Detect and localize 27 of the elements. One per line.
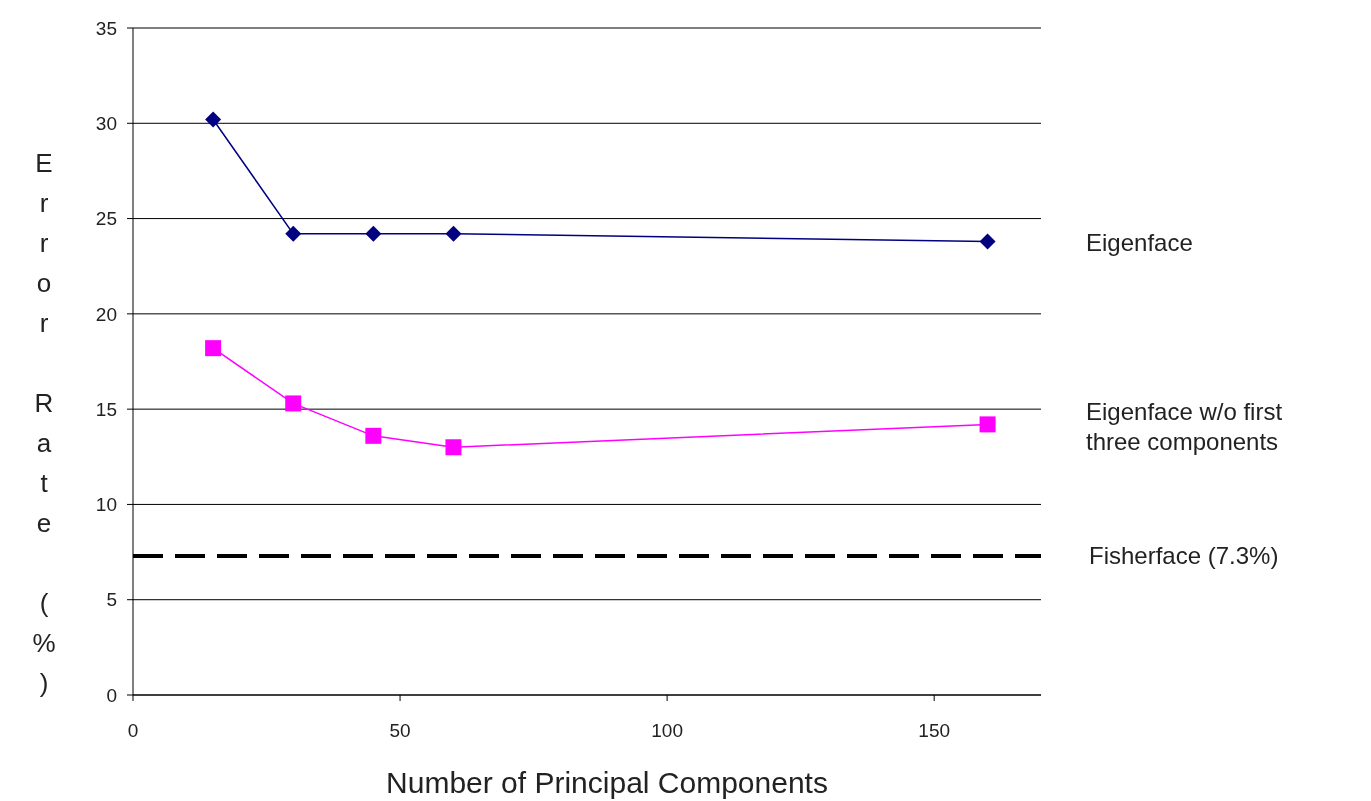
y-tick-label: 10 <box>95 494 117 516</box>
text: Eigenface w/o first three components <box>1086 398 1283 456</box>
text: Eigenface <box>1086 229 1193 257</box>
x-tick-label: 150 <box>918 720 951 741</box>
y-axis-title: Error Rate (%) <box>29 148 59 708</box>
point <box>979 233 996 250</box>
y-tick-label: 5 <box>106 589 117 611</box>
point <box>205 111 222 128</box>
x-axis-title: Number of Principal Components <box>386 766 828 799</box>
ref-line-label: Fisherface (7.3%) <box>1089 542 1279 570</box>
x-tick-label: 50 <box>389 720 411 741</box>
y-tick-label: 30 <box>95 112 117 134</box>
y-tick-label: 25 <box>95 208 117 230</box>
x-tick-label: 100 <box>651 720 683 741</box>
y-tick-label: 0 <box>106 684 117 706</box>
point <box>205 340 222 357</box>
point <box>445 225 462 242</box>
point <box>365 225 382 242</box>
point <box>979 416 996 433</box>
point <box>365 427 382 444</box>
y-tick-label: 20 <box>95 303 117 325</box>
point <box>445 439 462 456</box>
y-tick-label: 35 <box>95 17 117 39</box>
y-tick-label: 15 <box>95 398 117 420</box>
point <box>285 225 302 242</box>
point <box>285 395 302 412</box>
x-tick-label: 0 <box>127 720 139 741</box>
